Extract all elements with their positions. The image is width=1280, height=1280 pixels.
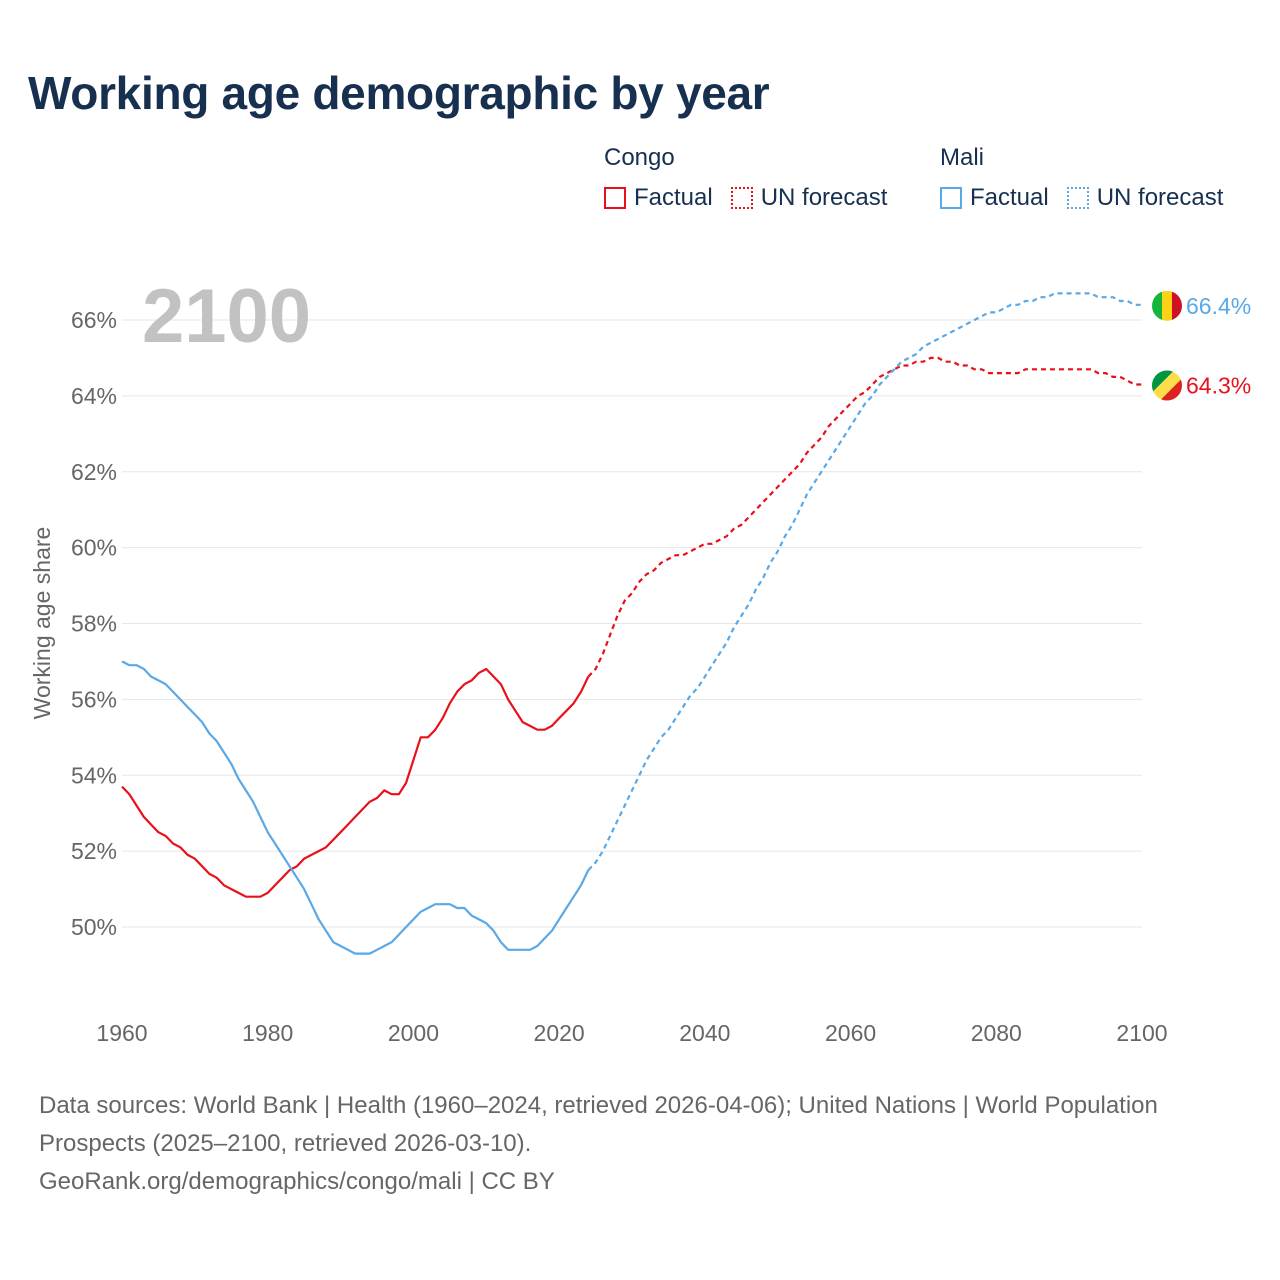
x-tick-label: 1960	[96, 1020, 147, 1046]
legend-group-mali: Mali Factual UN forecast	[940, 144, 1241, 212]
year-label: 2100	[142, 274, 311, 359]
legend-group-congo: Congo Factual UN forecast	[604, 144, 905, 212]
series-line-mali-forecast	[587, 292, 1142, 871]
series-line-congo-factual	[121, 667, 590, 898]
x-tick-label: 2080	[971, 1020, 1022, 1046]
end-markers: 64.3% 66.4%	[1152, 290, 1251, 401]
x-axis: 1960 1980 2000 2020 2040 2060 2080 2100	[96, 1020, 1167, 1046]
y-tick-label: 50%	[71, 914, 117, 940]
legend-label: UN forecast	[1096, 184, 1224, 211]
legend-item-congo-forecast[interactable]: UN forecast	[730, 184, 888, 212]
data-source-text: Data sources: World Bank | Health (1960–…	[39, 1092, 1158, 1157]
y-tick-label: 58%	[71, 611, 117, 637]
legend-swatch-solid-icon	[604, 187, 626, 209]
grid	[122, 319, 1142, 928]
legend-item-mali-factual[interactable]: Factual	[940, 184, 1049, 212]
series-line-mali-factual	[121, 660, 590, 955]
end-value-label-mali: 66.4%	[1186, 293, 1251, 319]
line-chart: 2100 Working age share 50% 52% 54% 56% 58% 60…	[29, 274, 1251, 1046]
series-lines	[121, 292, 1142, 955]
y-tick-label: 66%	[71, 307, 117, 333]
y-tick-label: 54%	[71, 762, 117, 788]
legend-swatch-dotted-icon	[1066, 187, 1089, 209]
y-tick-label: 60%	[71, 535, 117, 561]
y-tick-label: 56%	[71, 686, 117, 712]
legend-country-congo: Congo	[604, 144, 675, 171]
mali-flag-icon	[1152, 290, 1182, 321]
y-tick-label: 52%	[71, 838, 117, 864]
x-tick-label: 1980	[242, 1020, 293, 1046]
y-tick-label: 62%	[71, 459, 117, 485]
x-tick-label: 2060	[825, 1020, 876, 1046]
legend-country-mali: Mali	[940, 144, 985, 171]
x-tick-label: 2020	[534, 1020, 585, 1046]
x-tick-label: 2100	[1116, 1020, 1167, 1046]
x-tick-label: 2040	[679, 1020, 730, 1046]
footer: Data sources: World Bank | Health (1960–…	[39, 1087, 1219, 1201]
series-line-congo-forecast	[587, 356, 1142, 678]
y-axis-title: Working age share	[29, 527, 55, 720]
legend-swatch-solid-icon	[940, 187, 962, 209]
legend-label: Factual	[634, 184, 713, 211]
congo-flag-icon	[1152, 370, 1182, 401]
legend-item-congo-factual[interactable]: Factual	[604, 184, 713, 212]
source-link[interactable]: GeoRank.org/demographics/congo/mali | CC…	[39, 1168, 555, 1195]
legend-item-mali-forecast[interactable]: UN forecast	[1066, 184, 1224, 212]
legend-label: UN forecast	[760, 184, 888, 211]
x-tick-label: 2000	[388, 1020, 439, 1046]
legend-swatch-dotted-icon	[730, 187, 753, 209]
chart-title: Working age demographic by year	[28, 67, 770, 119]
y-axis: 50% 52% 54% 56% 58% 60% 62% 64% 66%	[71, 307, 117, 940]
y-tick-label: 64%	[71, 383, 117, 409]
legend-label: Factual	[970, 184, 1049, 211]
end-value-label-congo: 64.3%	[1186, 372, 1251, 398]
